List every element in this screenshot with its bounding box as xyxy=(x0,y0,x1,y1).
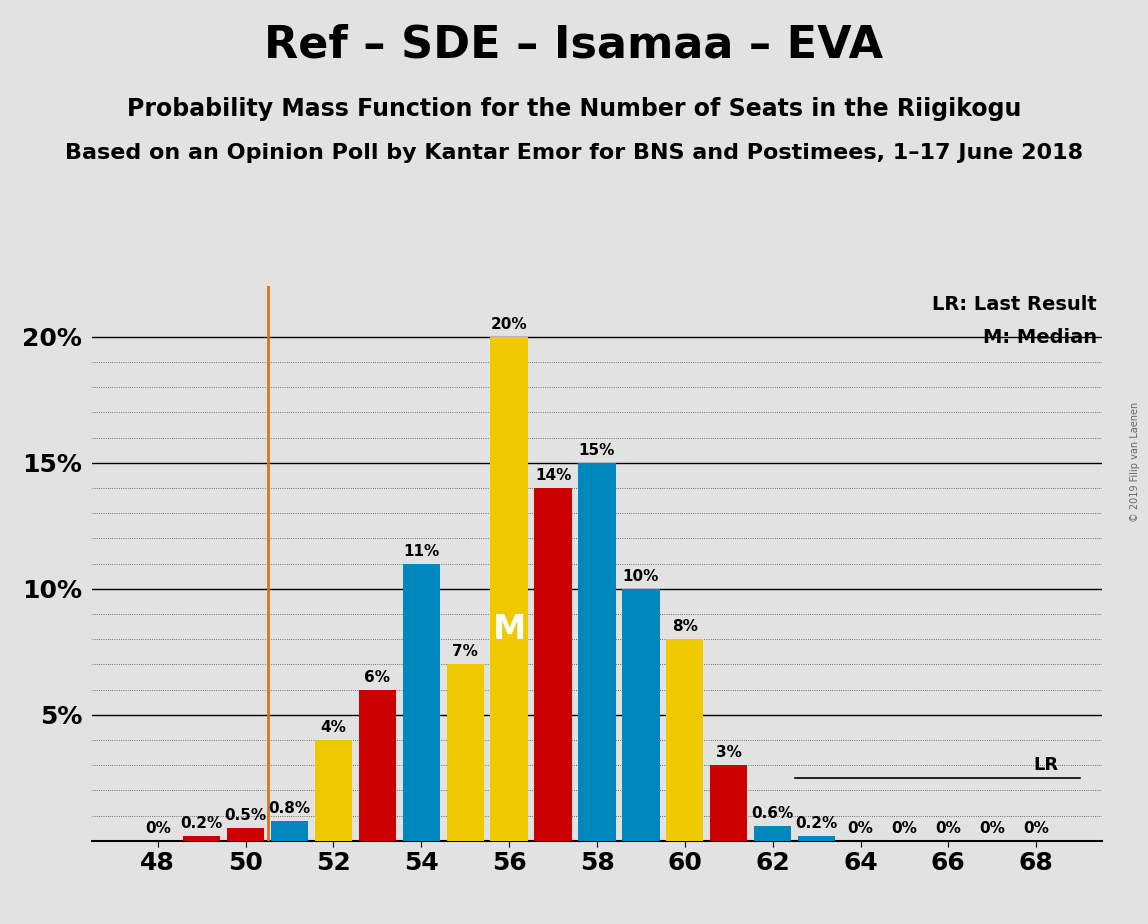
Bar xyxy=(403,564,440,841)
Text: Ref – SDE – Isamaa – EVA: Ref – SDE – Isamaa – EVA xyxy=(264,23,884,67)
Text: 0%: 0% xyxy=(979,821,1006,836)
Bar xyxy=(447,664,483,841)
Text: 0%: 0% xyxy=(847,821,874,836)
Bar xyxy=(622,589,660,841)
Text: 0%: 0% xyxy=(1023,821,1049,836)
Text: 6%: 6% xyxy=(364,670,390,685)
Text: 7%: 7% xyxy=(452,644,478,660)
Text: 0%: 0% xyxy=(936,821,961,836)
Text: © 2019 Filip van Laenen: © 2019 Filip van Laenen xyxy=(1130,402,1140,522)
Bar xyxy=(534,488,572,841)
Text: 0.2%: 0.2% xyxy=(180,816,223,831)
Text: LR: Last Result: LR: Last Result xyxy=(932,295,1097,314)
Bar xyxy=(754,826,791,841)
Text: 0%: 0% xyxy=(145,821,171,836)
Text: LR: LR xyxy=(1033,756,1058,774)
Text: Probability Mass Function for the Number of Seats in the Riigikogu: Probability Mass Function for the Number… xyxy=(126,97,1022,121)
Bar xyxy=(183,836,220,841)
Text: 14%: 14% xyxy=(535,468,572,483)
Bar xyxy=(579,463,615,841)
Bar xyxy=(227,828,264,841)
Text: M: M xyxy=(492,613,526,646)
Bar xyxy=(315,740,352,841)
Text: 0.5%: 0.5% xyxy=(225,808,266,823)
Bar xyxy=(798,836,836,841)
Text: 0.8%: 0.8% xyxy=(269,800,311,816)
Text: 20%: 20% xyxy=(491,317,527,332)
Text: 0.6%: 0.6% xyxy=(752,806,793,821)
Text: Based on an Opinion Poll by Kantar Emor for BNS and Postimees, 1–17 June 2018: Based on an Opinion Poll by Kantar Emor … xyxy=(65,143,1083,164)
Text: 0.2%: 0.2% xyxy=(796,816,838,831)
Bar xyxy=(490,337,528,841)
Text: 15%: 15% xyxy=(579,443,615,457)
Text: M: Median: M: Median xyxy=(983,328,1097,347)
Text: 10%: 10% xyxy=(622,569,659,584)
Text: 11%: 11% xyxy=(403,543,440,559)
Bar xyxy=(358,689,396,841)
Bar xyxy=(711,765,747,841)
Text: 3%: 3% xyxy=(716,745,742,760)
Text: 4%: 4% xyxy=(320,720,347,735)
Bar xyxy=(666,639,704,841)
Text: 0%: 0% xyxy=(892,821,917,836)
Bar xyxy=(271,821,308,841)
Text: 8%: 8% xyxy=(672,619,698,634)
